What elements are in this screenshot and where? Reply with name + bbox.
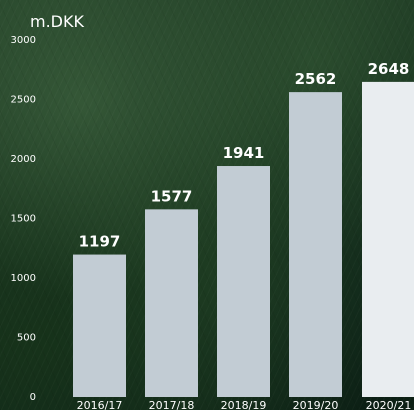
bar-value-label: 2562 bbox=[295, 70, 337, 88]
y-tick-label: 2500 bbox=[11, 95, 36, 106]
y-tick-label: 500 bbox=[17, 333, 36, 344]
bar-value-label: 2648 bbox=[368, 60, 410, 78]
x-tick-label: 2019/20 bbox=[293, 399, 339, 410]
y-tick-label: 1500 bbox=[11, 214, 36, 225]
y-tick-label: 1000 bbox=[11, 273, 36, 284]
y-tick-label: 0 bbox=[30, 392, 36, 403]
bar bbox=[145, 209, 198, 397]
x-tick-label: 2018/19 bbox=[221, 399, 267, 410]
x-tick-label: 2020/21 bbox=[366, 399, 412, 410]
y-axis-unit-label: m.DKK bbox=[30, 12, 84, 31]
x-tick-label: 2016/17 bbox=[77, 399, 123, 410]
y-tick-label: 3000 bbox=[11, 35, 36, 46]
bar bbox=[217, 166, 270, 397]
bar bbox=[289, 92, 342, 397]
bar-value-label: 1577 bbox=[151, 187, 193, 205]
bar-value-label: 1941 bbox=[223, 144, 265, 162]
y-tick-label: 2000 bbox=[11, 154, 36, 165]
x-tick-label: 2017/18 bbox=[149, 399, 195, 410]
bar bbox=[73, 254, 126, 397]
bar bbox=[362, 81, 414, 397]
bar-value-label: 1197 bbox=[79, 233, 121, 251]
